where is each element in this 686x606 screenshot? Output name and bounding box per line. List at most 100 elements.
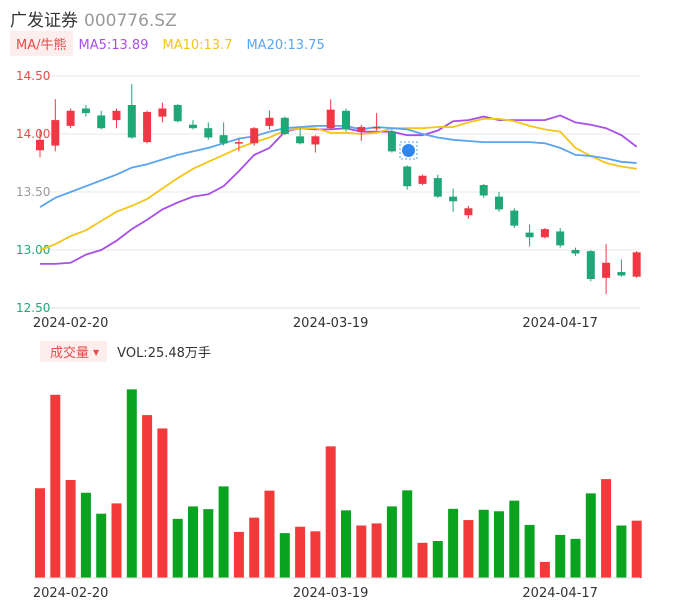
candle-body [387,131,396,152]
volume-value: VOL:25.48万手 [117,346,211,361]
candle-body [265,117,274,126]
y-tick-label: 12.50 [16,301,50,315]
volume-bar [616,525,627,578]
candle [219,122,228,146]
candle-body [219,135,228,144]
ma5-label: MA5:13.89 [78,38,149,53]
volume-bar [341,510,351,578]
volume-bar [325,446,336,578]
candle-body [296,136,305,144]
stock-name: 广发证券 [10,11,78,31]
ma20-label: MA20:13.75 [246,38,325,53]
candle [158,102,167,123]
volume-bars [34,389,642,579]
volume-bar [585,493,596,578]
candle [632,251,641,278]
price-axis-labels: 14.50 14.00 13.50 13.00 12.50 [16,69,50,315]
candle [36,130,44,158]
candle-body [36,139,44,151]
candle [372,113,381,131]
volume-bar [555,534,566,578]
volume-bar [310,531,321,578]
candle-body [586,251,595,279]
candle [204,122,213,140]
volume-bar [96,513,107,578]
ma-toggle-button[interactable]: MA/牛熊 [10,31,73,56]
candle [311,135,320,153]
volume-bar [432,540,443,578]
volume-bar [111,503,122,578]
volume-bar [249,517,260,578]
candle [189,120,197,130]
candle-body [449,196,458,202]
volume-bar [80,492,91,578]
volume-bar [570,538,581,578]
ma-legend-bar: MA/牛熊 MA5:13.89 MA10:13.7 MA20:13.75 [10,31,339,56]
candle [143,110,152,144]
candle-body [51,120,60,146]
candle-body [525,232,534,238]
candle [81,105,90,117]
price-grid [34,75,640,309]
volume-bar [524,524,535,578]
candle [418,174,427,186]
ma-lines [39,114,638,265]
candle [525,224,534,247]
volume-bar [371,523,382,578]
volume-toggle-button[interactable]: 成交量 ▼ [40,341,108,362]
candle-body [158,108,167,117]
volume-bar [386,506,397,578]
candle-body [571,250,580,254]
y-tick-label: 14.50 [16,69,50,83]
ma5-line [40,114,638,265]
volume-bar [539,561,550,578]
x-tick-label: 2024-03-19 [293,316,369,331]
volume-bar [601,479,612,578]
candle-body [602,262,611,278]
candle [495,192,503,212]
candle-body [143,111,152,143]
volume-bar [478,509,489,578]
candle [387,129,396,153]
candle [510,208,519,228]
price-date-axis: 2024-02-20 2024-03-19 2024-04-17 [33,316,598,331]
candle-body [433,178,442,197]
x-tick-label: 2024-02-20 [33,316,109,331]
candle-body [479,185,488,196]
volume-bar [142,415,153,578]
candle-body [372,127,381,129]
candle-body [510,210,519,226]
candle-body [173,105,182,122]
candle [449,188,458,212]
candle-body [540,229,549,238]
candle [265,110,274,130]
candle [464,205,473,219]
x-tick-label: 2024-03-19 [293,586,369,601]
ma10-line [39,118,637,251]
candle-body [495,196,503,210]
candle-body [617,272,626,276]
candle-body [204,128,213,138]
volume-toggle-label: 成交量 [50,346,90,361]
candle-body [311,136,320,145]
volume-bar [172,518,183,578]
x-tick-label: 2024-04-17 [522,586,598,601]
candle [556,227,565,248]
signal-marker-frame [399,141,418,160]
x-tick-label: 2024-02-20 [33,586,109,601]
volume-legend-bar: 成交量 ▼ VOL:25.48万手 [40,341,211,362]
candle-body [418,175,427,184]
volume-bar [264,490,275,578]
volume-bar [157,428,168,578]
candle-body [326,109,335,129]
candle [571,247,580,256]
stock-code: 000776.SZ [84,11,177,31]
candle-body [357,127,366,132]
candle-body [97,115,106,129]
signal-marker[interactable] [399,141,418,160]
candle [250,127,259,146]
candle-body [112,110,121,121]
candle [112,108,121,129]
candles [36,84,641,295]
candle [127,84,136,139]
